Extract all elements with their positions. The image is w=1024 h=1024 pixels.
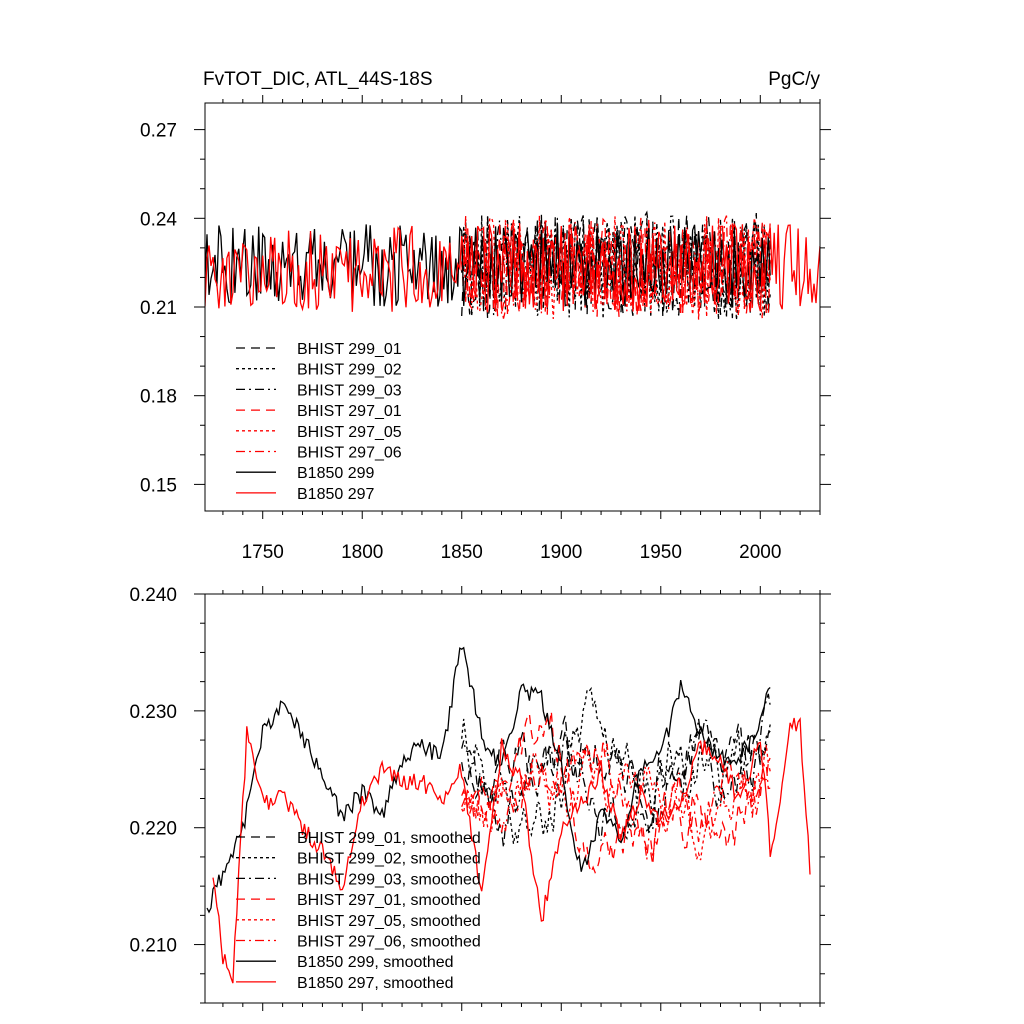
series-line [205, 222, 820, 313]
legend-label: BHIST 297_05, smoothed [297, 913, 481, 930]
legend-label: BHIST 299_03, smoothed [297, 871, 481, 888]
legend-label: BHIST 299_02 [297, 362, 402, 379]
y-tick-label: 0.18 [140, 387, 177, 408]
legend-label: BHIST 299_03 [297, 382, 402, 399]
legend-label: B1850 297, smoothed [297, 975, 454, 992]
series-line [461, 217, 771, 319]
series-group [206, 646, 811, 984]
series-line [461, 711, 771, 875]
x-tick-label: 1800 [341, 542, 383, 563]
x-tick-label: 2000 [739, 542, 781, 563]
legend-label: B1850 299 [297, 465, 375, 482]
x-tick-label: 1750 [242, 542, 284, 563]
y-tick-label: 0.15 [140, 475, 177, 496]
legend-label: BHIST 299_02, smoothed [297, 851, 481, 868]
x-tick-label: 1850 [441, 542, 483, 563]
series-line [212, 716, 811, 984]
x-tick-label: 1950 [640, 542, 682, 563]
y-tick-label: 0.220 [129, 819, 177, 840]
y-tick-label: 0.240 [129, 585, 177, 606]
legend-label: B1850 297 [297, 486, 375, 503]
y-tick-label: 0.230 [129, 702, 177, 723]
legend-label: BHIST 297_01 [297, 403, 402, 420]
bottom-panel: 0.210 0.220 0.230 0.240 BHIST 299_01, smooth… [129, 585, 831, 1011]
series-line [461, 740, 771, 860]
legend-label: BHIST 299_01 [297, 341, 402, 358]
chart-units: PgC/y [768, 69, 820, 90]
series-line [461, 215, 771, 315]
legend: BHIST 299_01, smoothed BHIST 299_02, smoo… [236, 830, 481, 992]
legend-label: BHIST 299_01, smoothed [297, 830, 481, 847]
series-line [461, 686, 771, 845]
legend-label: BHIST 297_05 [297, 424, 402, 441]
x-tick-label: 1900 [540, 542, 582, 563]
y-tick-label: 0.21 [140, 298, 177, 319]
y-tick-label: 0.210 [129, 936, 177, 957]
y-tick-label: 0.27 [140, 121, 177, 142]
y-tick-label: 0.24 [140, 209, 177, 230]
top-panel: 1750 1800 1850 1900 1950 2000 0.15 0.18 0.21 0.24… [140, 95, 831, 563]
legend-label: BHIST 297_06 [297, 445, 402, 462]
legend: BHIST 299_01 BHIST 299_02 BHIST 299_03 BHIS… [236, 341, 402, 503]
legend-label: B1850 299, smoothed [297, 954, 454, 971]
legend-label: BHIST 297_01, smoothed [297, 892, 481, 909]
series-group [205, 210, 820, 320]
series-line [461, 693, 771, 848]
series-line [206, 646, 771, 914]
series-line [461, 715, 771, 834]
legend-label: BHIST 297_06, smoothed [297, 934, 481, 951]
chart-title: FvTOT_DIC, ATL_44S-18S [203, 69, 433, 90]
